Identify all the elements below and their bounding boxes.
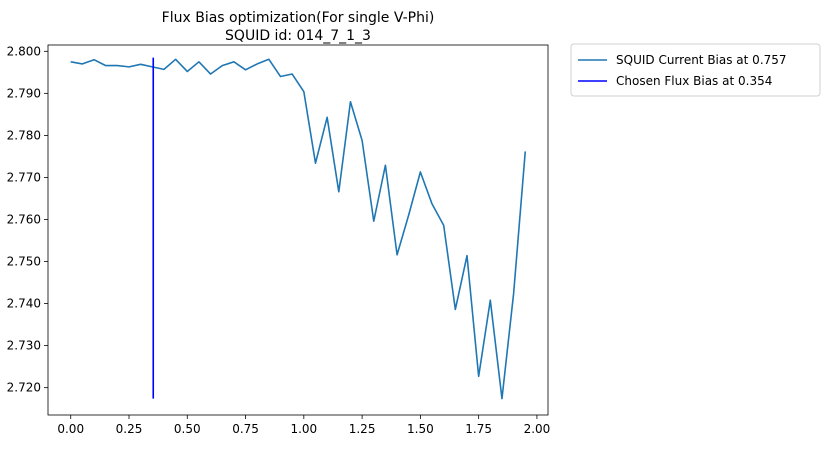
x-tick-label: 0.25 [116, 422, 143, 436]
y-tick-label: 2.790 [7, 86, 41, 100]
x-tick-label: 1.25 [349, 422, 376, 436]
series-line-current-bias [70, 58, 527, 400]
chart-subtitle: SQUID id: 014_7_1_3 [225, 28, 371, 44]
legend-box [570, 43, 821, 97]
x-tick-label: 1.00 [290, 422, 317, 436]
legend-label-current-bias: SQUID Current Bias at 0.757 [616, 53, 787, 67]
x-axis: 0.00 0.25 0.50 0.75 1.00 1.25 1.50 1.75 2.00 [57, 415, 550, 436]
x-tick-label: 0.00 [57, 422, 84, 436]
y-tick-label: 2.800 [7, 44, 41, 58]
y-tick-label: 2.750 [7, 255, 41, 269]
y-tick-label: 2.740 [7, 297, 41, 311]
legend-label-flux-bias: Chosen Flux Bias at 0.354 [616, 74, 772, 88]
legend: SQUID Current Bias at 0.757 Chosen Flux … [570, 43, 821, 97]
x-tick-label: 1.75 [465, 422, 492, 436]
y-tick-label: 2.720 [7, 381, 41, 395]
y-tick-label: 2.770 [7, 170, 41, 184]
plot-frame [47, 44, 549, 416]
x-tick-label: 1.50 [407, 422, 434, 436]
y-tick-label: 2.760 [7, 212, 41, 226]
chart-title: Flux Bias optimization(For single V-Phi) [162, 10, 435, 26]
plot-series [70, 57, 527, 400]
x-tick-label: 2.00 [524, 422, 551, 436]
x-tick-label: 0.75 [232, 422, 259, 436]
x-tick-label: 0.50 [174, 422, 201, 436]
y-axis: 2.720 2.730 2.740 2.750 2.760 2.770 2.780 2.790… [7, 44, 48, 395]
y-tick-label: 2.730 [7, 339, 41, 353]
y-tick-label: 2.780 [7, 128, 41, 142]
